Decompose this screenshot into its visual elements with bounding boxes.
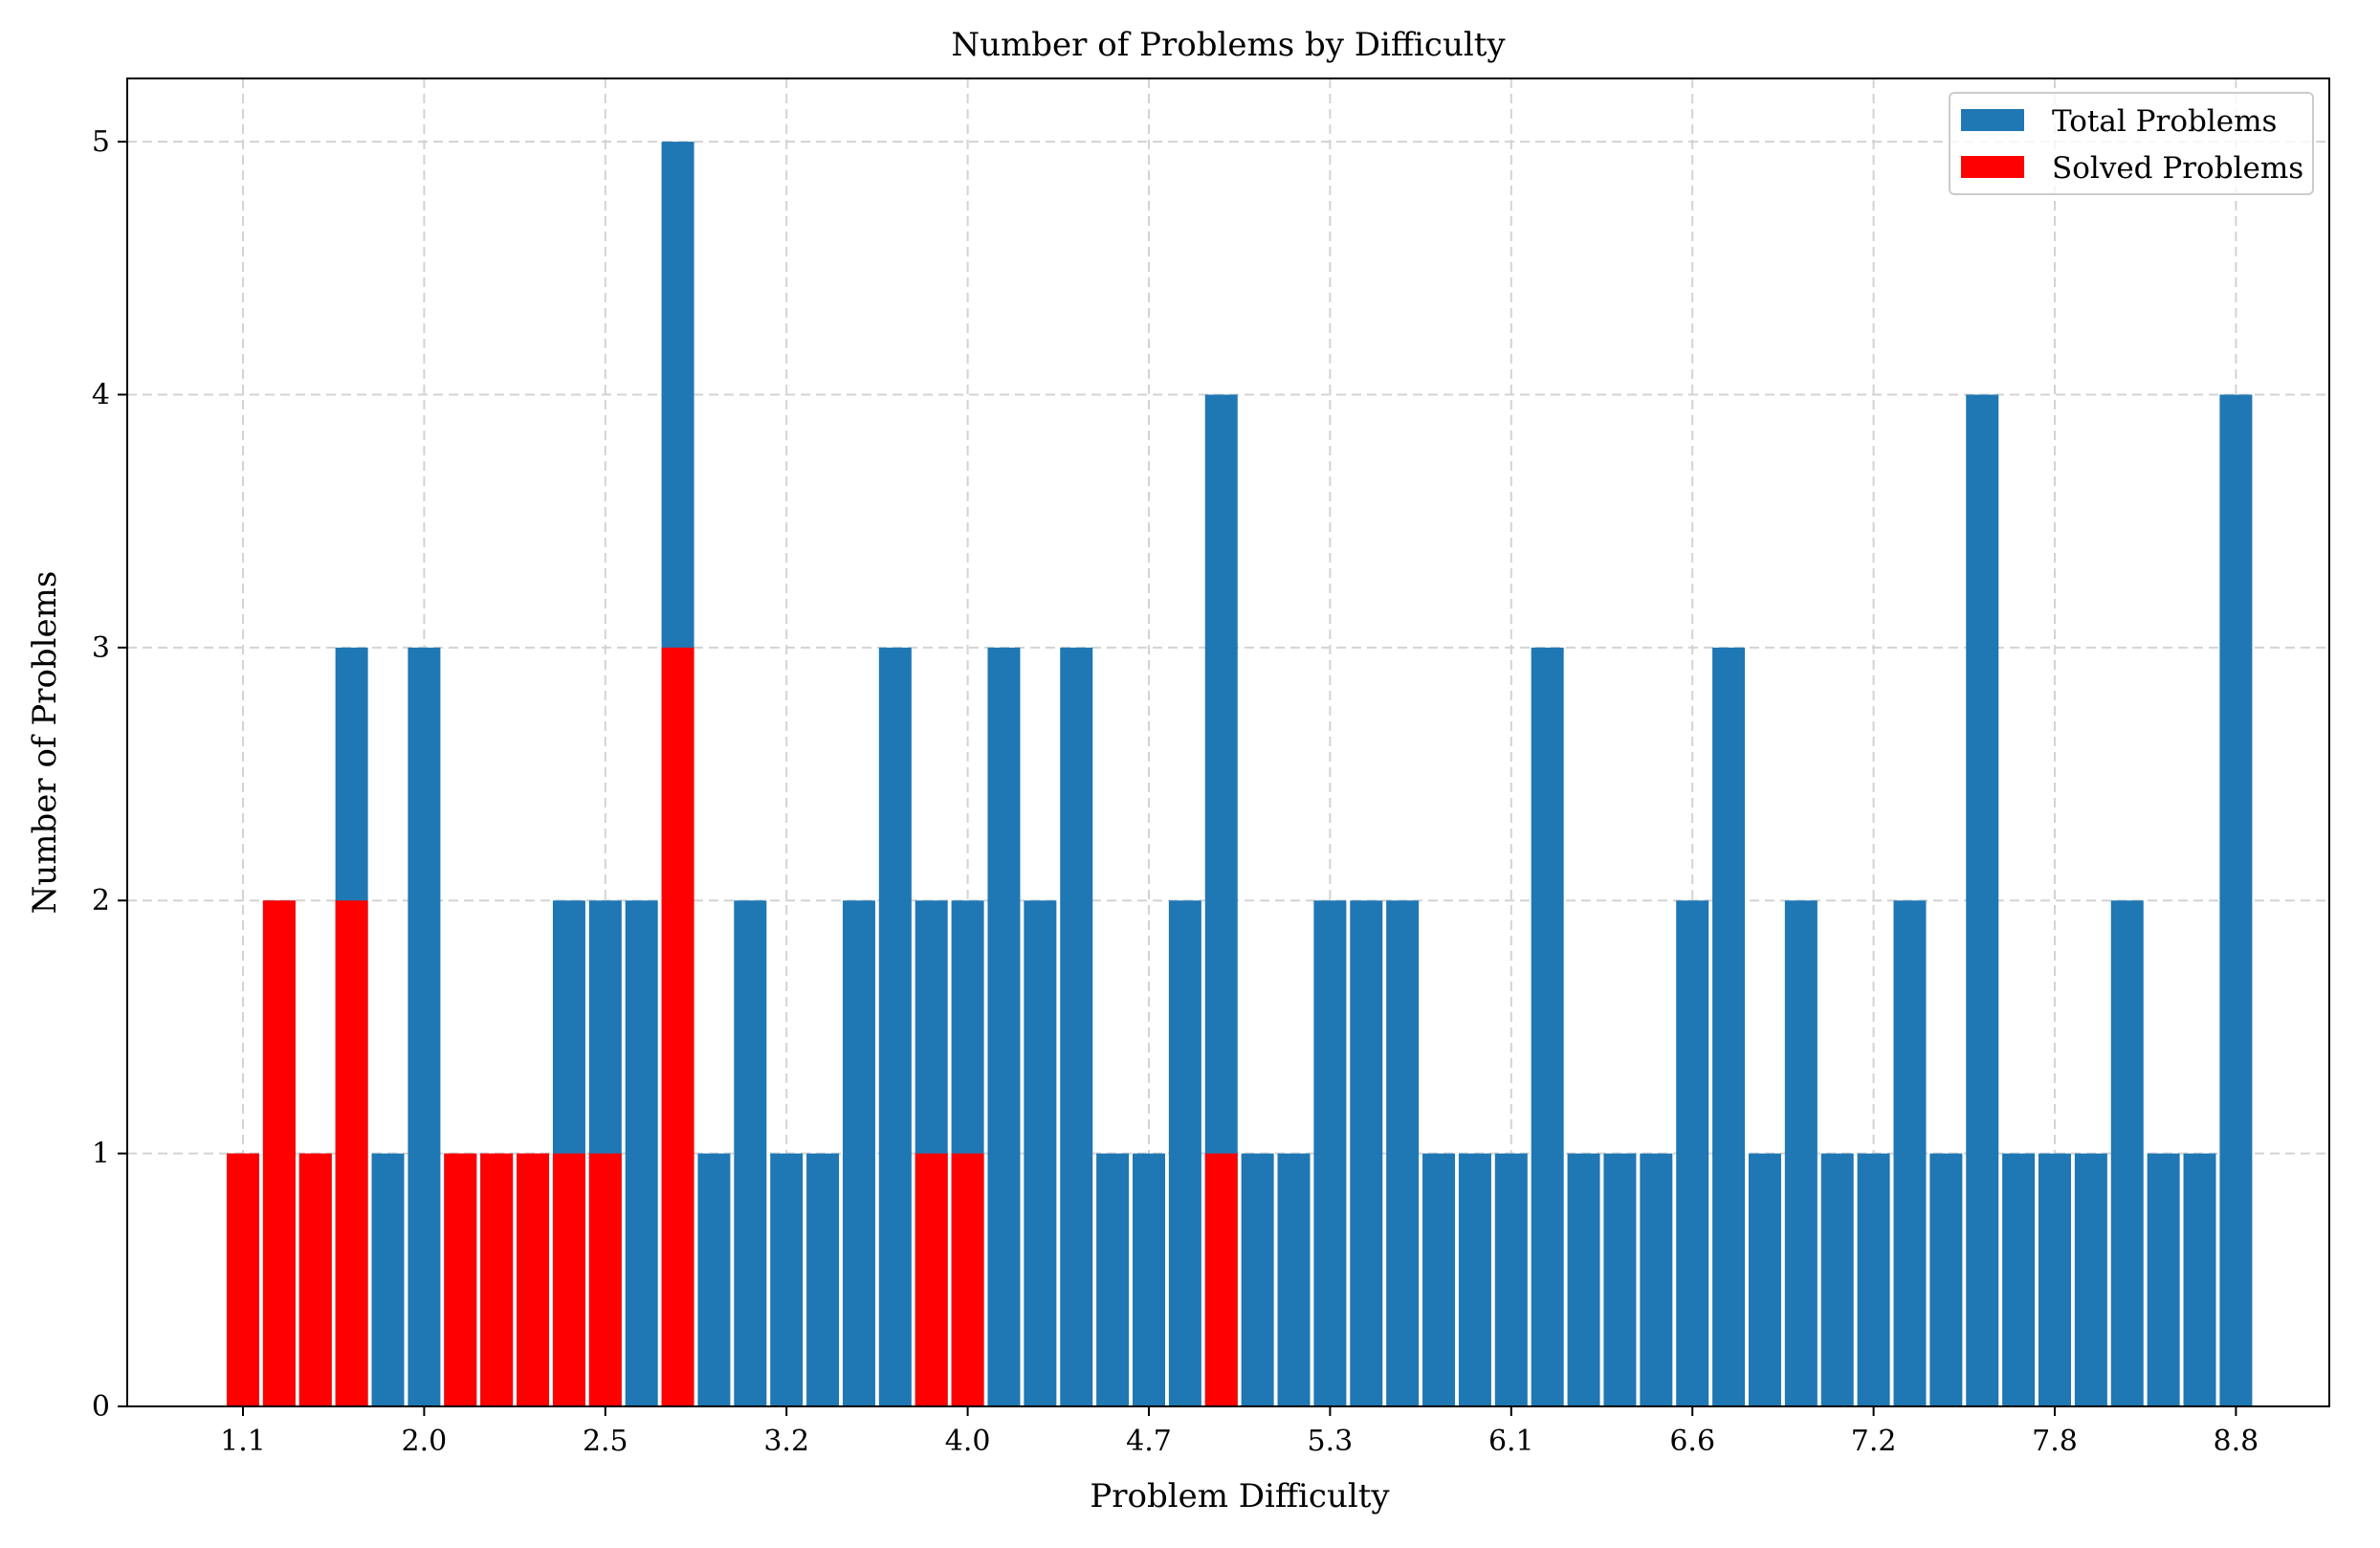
total-problems-bar xyxy=(1567,1153,1600,1406)
total-problems-bar xyxy=(1168,900,1201,1406)
x-tick-label: 5.3 xyxy=(1308,1425,1354,1458)
x-tick-label: 2.0 xyxy=(402,1425,448,1458)
solved-problems-bar xyxy=(335,900,368,1406)
solved-problems-bar xyxy=(298,1153,332,1406)
solved-problems-bar xyxy=(517,1153,550,1406)
total-problems-bar xyxy=(1422,1153,1456,1406)
x-tick-label: 4.0 xyxy=(945,1425,991,1458)
solved-problems-bar xyxy=(951,1153,984,1406)
x-tick-label: 7.2 xyxy=(1851,1425,1897,1458)
solved-problems-bar xyxy=(1204,1153,1238,1406)
solved-problems-bar xyxy=(588,1153,622,1406)
x-axis-ticks: 1.1 2.0 2.5 3.2 4.0 4.7 5.3 6.1 6.6 7.2 7.8 8.8 xyxy=(220,1406,2259,1458)
solved-problems-bar xyxy=(444,1153,477,1406)
total-problems-bar xyxy=(2183,1153,2216,1406)
x-tick-label: 7.8 xyxy=(2032,1425,2078,1458)
solved-problems-bar xyxy=(661,647,694,1406)
y-tick-label: 4 xyxy=(92,378,110,411)
total-problems-bar xyxy=(1966,394,1999,1406)
total-problems-bar xyxy=(2110,900,2144,1406)
y-tick-label: 5 xyxy=(92,125,110,159)
total-problems-bar xyxy=(770,1153,804,1406)
x-tick-label: 6.6 xyxy=(1669,1425,1715,1458)
solved-problems-bar xyxy=(480,1153,514,1406)
total-problems-bar xyxy=(1820,1153,1854,1406)
total-problems-bar xyxy=(1676,900,1709,1406)
x-tick-label: 4.7 xyxy=(1126,1425,1172,1458)
solved-problems-bar xyxy=(552,1153,585,1406)
legend-label-total: Total Problems xyxy=(2052,104,2277,139)
solved-problems-bar xyxy=(915,1153,948,1406)
x-tick-label: 8.8 xyxy=(2214,1425,2259,1458)
total-problems-bar xyxy=(1712,647,1746,1406)
solved-problems-bar xyxy=(227,1153,259,1406)
y-tick-label: 2 xyxy=(92,884,110,918)
total-problems-bar xyxy=(806,1153,840,1406)
legend-box xyxy=(1949,92,2314,195)
total-problems-bar xyxy=(1350,900,1383,1406)
total-problems-bar xyxy=(1277,1153,1311,1406)
total-problems-bar xyxy=(1096,1153,1130,1406)
total-problems-bar xyxy=(2219,394,2253,1406)
total-problems-bar xyxy=(1893,900,1927,1406)
y-tick-label: 1 xyxy=(92,1138,110,1171)
solved-problems-bar xyxy=(262,900,296,1406)
x-tick-label: 2.5 xyxy=(583,1425,628,1458)
x-axis-title: Problem Difficulty xyxy=(1090,1477,1390,1515)
y-axis-ticks: 0 1 2 3 4 5 xyxy=(92,125,127,1424)
total-problems-bar xyxy=(1386,900,1420,1406)
legend-label-solved: Solved Problems xyxy=(2052,151,2303,186)
total-problems-bar xyxy=(625,900,658,1406)
x-tick-label: 3.2 xyxy=(763,1425,809,1458)
total-problems-bar xyxy=(1241,1153,1274,1406)
y-tick-label: 3 xyxy=(92,631,110,665)
total-problems-bar xyxy=(1929,1153,1963,1406)
total-problems-bar xyxy=(371,1153,405,1406)
total-problems-bar xyxy=(1603,1153,1637,1406)
total-problems-bar xyxy=(734,900,767,1406)
y-tick-label: 0 xyxy=(92,1390,110,1424)
x-tick-label: 6.1 xyxy=(1488,1425,1534,1458)
total-problems-bar xyxy=(1458,1153,1491,1406)
total-problems-bar xyxy=(1024,900,1057,1406)
legend-swatch-total xyxy=(1961,109,2024,131)
total-problems-bar xyxy=(1784,900,1818,1406)
total-problems-bar xyxy=(2074,1153,2107,1406)
total-problems-bar xyxy=(697,1153,731,1406)
total-problems-bar xyxy=(1133,1153,1165,1406)
total-problems-bar xyxy=(1494,1153,1528,1406)
total-problems-bar xyxy=(408,647,441,1406)
chart-title: Number of Problems by Difficulty xyxy=(951,26,1506,64)
total-problems-bar xyxy=(987,647,1021,1406)
plot-area-frame xyxy=(126,77,2330,1407)
legend: Total Problems Solved Problems xyxy=(1949,92,2314,195)
total-problems-bar xyxy=(2002,1153,2036,1406)
y-axis-title: Number of Problems xyxy=(26,571,64,915)
total-problems-bar xyxy=(842,900,875,1406)
total-problems-bar xyxy=(1060,647,1093,1406)
total-problems-bar xyxy=(1640,1153,1673,1406)
legend-swatch-solved xyxy=(1961,156,2024,178)
total-problems-bar xyxy=(2147,1153,2180,1406)
solved-problems-bars xyxy=(227,647,1238,1406)
total-problems-bar xyxy=(2038,1153,2071,1406)
x-tick-label: 1.1 xyxy=(220,1425,266,1458)
total-problems-bar xyxy=(878,647,912,1406)
total-problems-bar xyxy=(1531,647,1564,1406)
total-problems-bar xyxy=(1857,1153,1890,1406)
total-problems-bar xyxy=(1748,1153,1781,1406)
total-problems-bar xyxy=(1313,900,1347,1406)
